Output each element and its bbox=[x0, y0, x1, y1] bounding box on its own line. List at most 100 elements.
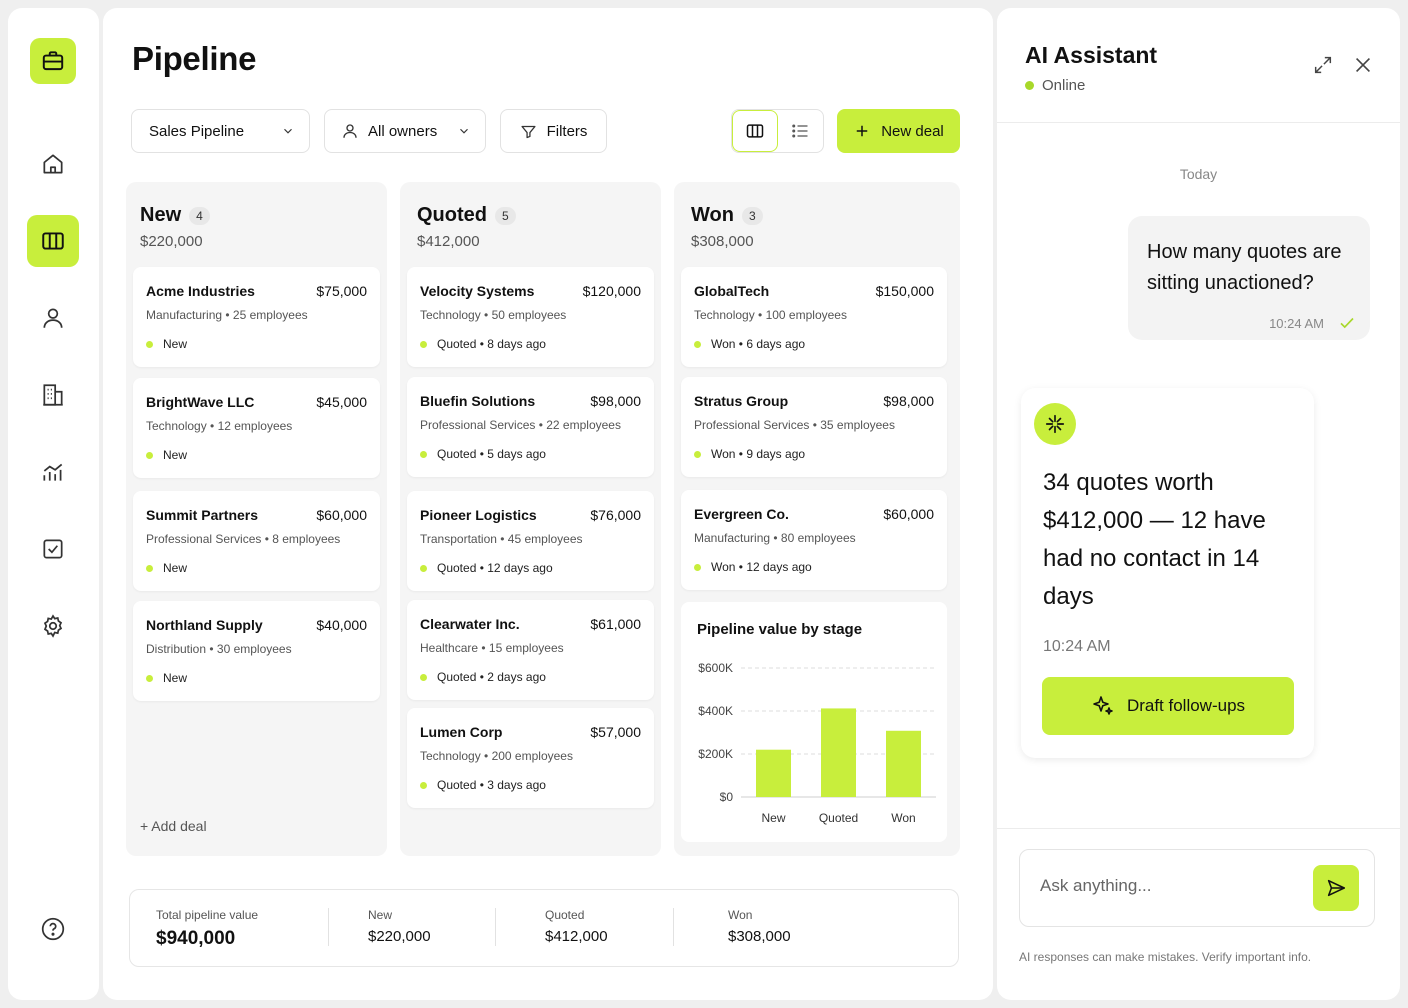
deal-card[interactable]: Velocity Systems $120,000 Technology • 5… bbox=[407, 267, 654, 367]
summary-value: $220,000 bbox=[368, 928, 431, 945]
status-text: New bbox=[163, 337, 188, 351]
nav-settings[interactable] bbox=[27, 600, 79, 652]
deal-card[interactable]: Stratus Group $98,000 Professional Servi… bbox=[681, 377, 947, 477]
count-badge: 5 bbox=[495, 206, 516, 225]
status-dot bbox=[420, 673, 427, 681]
deal-meta: Technology • 12 employees bbox=[146, 419, 293, 433]
ask-box bbox=[1019, 849, 1375, 927]
deal-status: Quoted • 8 days ago bbox=[420, 337, 546, 351]
assistant-title: AI Assistant bbox=[1025, 42, 1158, 68]
nav-reports[interactable] bbox=[27, 446, 79, 498]
deal-card[interactable]: Pioneer Logistics $76,000 Transportation… bbox=[407, 491, 654, 591]
pipeline-summary: Total pipeline value $940,000 New $220,0… bbox=[129, 889, 959, 967]
count-badge: 3 bbox=[741, 206, 763, 225]
divider bbox=[997, 828, 1400, 829]
ai-assistant-panel: AI Assistant Online Today How many quote… bbox=[997, 8, 1400, 1000]
pipeline-chart-card: Pipeline value by stage $0 $200K $400K $600… bbox=[681, 602, 947, 842]
list-view-button[interactable] bbox=[778, 110, 823, 152]
deal-amount: $150,000 bbox=[875, 283, 934, 299]
status-dot bbox=[694, 340, 701, 348]
pipeline-bar-chart: $0 $200K $400K $600K New Quoted Won bbox=[698, 661, 936, 825]
status-dot bbox=[146, 674, 153, 682]
briefcase-icon bbox=[42, 51, 64, 71]
nav-home[interactable] bbox=[27, 138, 79, 190]
x-tick-label: Won bbox=[891, 811, 915, 825]
draft-follow-ups-button[interactable]: Draft follow-ups bbox=[1042, 677, 1294, 735]
deal-name: Pioneer Logistics bbox=[420, 507, 537, 523]
deal-meta: Professional Services • 22 employees bbox=[420, 418, 621, 432]
draft-follow-ups-label: Draft follow-ups bbox=[1126, 696, 1246, 715]
chevron-down-icon bbox=[284, 128, 292, 134]
deal-name: Lumen Corp bbox=[420, 724, 503, 740]
owners-select-label: All owners bbox=[368, 122, 438, 140]
deal-status: Quoted • 12 days ago bbox=[420, 561, 553, 575]
column-total: $412,000 bbox=[417, 233, 480, 250]
deal-name: Summit Partners bbox=[146, 507, 259, 523]
columns-icon bbox=[42, 232, 64, 250]
deal-card[interactable]: BrightWave LLC $45,000 Technology • 12 e… bbox=[133, 378, 380, 478]
deal-card[interactable]: Acme Industries $75,000 Manufacturing • … bbox=[133, 267, 380, 367]
columns-icon bbox=[746, 124, 763, 138]
main-panel: Pipeline Sales Pipeline All owners Filte… bbox=[103, 8, 993, 1000]
deal-amount: $61,000 bbox=[590, 616, 641, 632]
deal-meta: Healthcare • 15 employees bbox=[420, 641, 564, 655]
nav-companies[interactable] bbox=[27, 369, 79, 421]
deal-card[interactable]: Evergreen Co. $60,000 Manufacturing • 80… bbox=[681, 490, 947, 590]
deal-card[interactable]: Clearwater Inc. $61,000 Healthcare • 15 … bbox=[407, 600, 654, 700]
status-text: Won • 12 days ago bbox=[711, 560, 812, 574]
briefcase-logo[interactable] bbox=[30, 38, 76, 84]
nav-pipeline[interactable] bbox=[27, 215, 79, 267]
online-dot bbox=[1025, 81, 1034, 90]
nav-contacts[interactable] bbox=[27, 292, 79, 344]
status-text: Won • 9 days ago bbox=[711, 447, 806, 461]
close-icon[interactable] bbox=[1352, 54, 1374, 76]
deal-name: Stratus Group bbox=[694, 393, 789, 409]
status-text: Quoted • 8 days ago bbox=[437, 337, 546, 351]
x-tick-label: Quoted bbox=[819, 811, 858, 825]
deal-card[interactable]: Bluefin Solutions $98,000 Professional S… bbox=[407, 377, 654, 477]
chevron-down-icon bbox=[460, 128, 468, 134]
add-deal-button[interactable]: + Add deal bbox=[140, 818, 207, 834]
status-dot bbox=[146, 451, 153, 459]
send-button[interactable] bbox=[1313, 865, 1359, 911]
bar-new bbox=[756, 749, 791, 797]
status-text: New bbox=[163, 671, 188, 685]
nav-help[interactable] bbox=[27, 903, 79, 955]
filters-button[interactable]: Filters bbox=[500, 109, 607, 153]
deal-meta: Manufacturing • 80 employees bbox=[694, 531, 856, 545]
plus-icon bbox=[856, 125, 868, 137]
summary-quoted: Quoted $412,000 bbox=[545, 908, 608, 945]
send-icon bbox=[1327, 879, 1346, 897]
owners-select[interactable]: All owners bbox=[324, 109, 486, 153]
summary-label: Total pipeline value bbox=[156, 908, 259, 922]
new-deal-label: New deal bbox=[881, 122, 944, 140]
deal-meta: Manufacturing • 25 employees bbox=[146, 308, 308, 322]
board-view-button[interactable] bbox=[732, 110, 778, 152]
deal-meta: Technology • 50 employees bbox=[420, 308, 567, 322]
status-text: Quoted • 2 days ago bbox=[437, 670, 546, 684]
deal-name: GlobalTech bbox=[694, 283, 770, 299]
user-message: How many quotes are sitting unactioned? … bbox=[1128, 216, 1370, 340]
help-icon bbox=[41, 917, 65, 941]
summary-total: Total pipeline value $940,000 bbox=[156, 908, 258, 950]
deal-meta: Distribution • 30 employees bbox=[146, 642, 292, 656]
ask-input[interactable] bbox=[1040, 876, 1300, 896]
deal-card[interactable]: Summit Partners $60,000 Professional Ser… bbox=[133, 491, 380, 591]
expand-icon[interactable] bbox=[1312, 54, 1334, 76]
deal-meta: Professional Services • 35 employees bbox=[694, 418, 895, 432]
nav-tasks[interactable] bbox=[27, 523, 79, 575]
y-tick-label: $0 bbox=[720, 790, 734, 804]
deal-card[interactable]: Northland Supply $40,000 Distribution • … bbox=[133, 601, 380, 701]
pipeline-select[interactable]: Sales Pipeline bbox=[131, 109, 310, 153]
sparkle-icon bbox=[1045, 414, 1065, 434]
summary-label: New bbox=[368, 908, 393, 922]
deal-amount: $120,000 bbox=[582, 283, 641, 299]
sparkle-icon bbox=[1093, 696, 1113, 715]
deal-name: Evergreen Co. bbox=[694, 506, 789, 522]
deal-card[interactable]: Lumen Corp $57,000 Technology • 200 empl… bbox=[407, 708, 654, 808]
user-message-text: How many quotes are sitting unactioned? bbox=[1147, 241, 1342, 294]
deal-card[interactable]: GlobalTech $150,000 Technology • 100 emp… bbox=[681, 267, 947, 367]
date-divider: Today bbox=[1179, 166, 1218, 182]
new-deal-button[interactable]: New deal bbox=[837, 109, 960, 153]
divider bbox=[997, 122, 1400, 123]
